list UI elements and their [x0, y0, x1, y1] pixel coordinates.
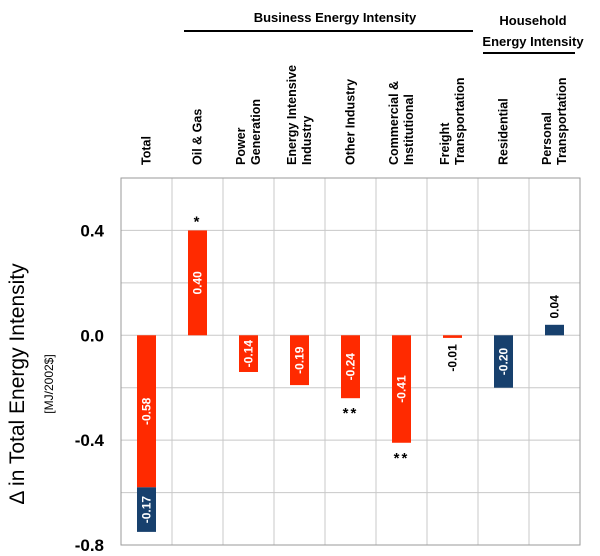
data-labels-layer: -0.58 0.40 -0.14 -0.19 -0.24 -0.41 -0.01 -0.17 -… — [140, 213, 562, 523]
category-label-line: Energy Intensive — [285, 65, 299, 165]
data-label: 0.40 — [191, 271, 205, 295]
category-label: Total — [140, 136, 154, 165]
category-label-line: Freight — [438, 122, 452, 165]
data-label: -0.41 — [395, 375, 409, 403]
data-label: -0.19 — [293, 346, 307, 374]
y-tick-label: -0.8 — [75, 536, 104, 555]
category-label-line: Oil & Gas — [191, 109, 205, 165]
group-header-title: Energy Intensity — [482, 34, 584, 49]
group-headers: Business Energy Intensity Household Energy… — [184, 10, 584, 54]
category-label: Residential — [497, 98, 511, 165]
data-label: -0.01 — [446, 344, 460, 372]
category-label-line: Power — [234, 127, 248, 165]
category-label-line: Industry — [300, 116, 314, 165]
data-label: -0.20 — [497, 348, 511, 376]
bar-segment — [545, 324, 564, 336]
category-label: Personal Transportation — [540, 77, 569, 165]
bar-segment — [341, 335, 360, 399]
category-label: Commercial & Institutional — [387, 81, 416, 165]
category-label: Power Generation — [234, 99, 263, 165]
plot-border — [120, 177, 581, 546]
y-axis: -0.8 -0.4 0.0 0.4 — [75, 221, 105, 555]
bar-segment — [494, 335, 513, 388]
y-tick-label: -0.4 — [75, 431, 105, 450]
significance-marker: * — [194, 213, 202, 230]
y-axis-unit: [MJ/2002$] — [42, 354, 56, 413]
bar-segment — [443, 335, 462, 338]
category-label: Oil & Gas — [191, 109, 205, 165]
category-label-line: Generation — [249, 99, 263, 165]
category-label-line: Other Industry — [344, 79, 358, 165]
category-label: Other Industry — [344, 79, 358, 165]
category-label: Energy Intensive Industry — [285, 65, 314, 165]
category-labels: Total Oil & Gas Power Generation Energy Inte… — [140, 65, 570, 165]
y-tick-label: 0.0 — [80, 326, 104, 345]
bar-segment — [188, 230, 207, 336]
bar-segment — [290, 335, 309, 386]
category-label-line: Transportation — [453, 77, 467, 165]
category-label-line: Residential — [497, 98, 511, 165]
bar-segment — [239, 335, 258, 372]
category-label-line: Personal — [540, 112, 554, 165]
bar-segment — [137, 487, 156, 532]
data-label: 0.04 — [548, 295, 562, 319]
plot-frame — [120, 177, 581, 546]
data-label: -0.17 — [140, 496, 154, 524]
significance-marker: ** — [343, 405, 359, 422]
significance-marker: ** — [394, 450, 410, 467]
y-axis-title: Δ in Total Energy Intensity — [6, 263, 29, 505]
group-header-title: Business Energy Intensity — [254, 10, 417, 25]
category-label: Freight Transportation — [438, 77, 467, 165]
data-label: -0.14 — [242, 340, 256, 368]
category-label-line: Institutional — [402, 94, 416, 165]
data-label: -0.24 — [344, 353, 358, 381]
category-label-line: Transportation — [555, 77, 569, 165]
category-label-line: Total — [140, 136, 154, 165]
bar-segment — [137, 335, 156, 488]
category-label-line: Commercial & — [387, 81, 401, 165]
data-label: -0.58 — [140, 397, 154, 425]
y-tick-label: 0.4 — [80, 221, 104, 240]
bars-layer — [137, 230, 564, 532]
bar-segment — [392, 335, 411, 443]
group-header-title: Household — [499, 13, 566, 28]
